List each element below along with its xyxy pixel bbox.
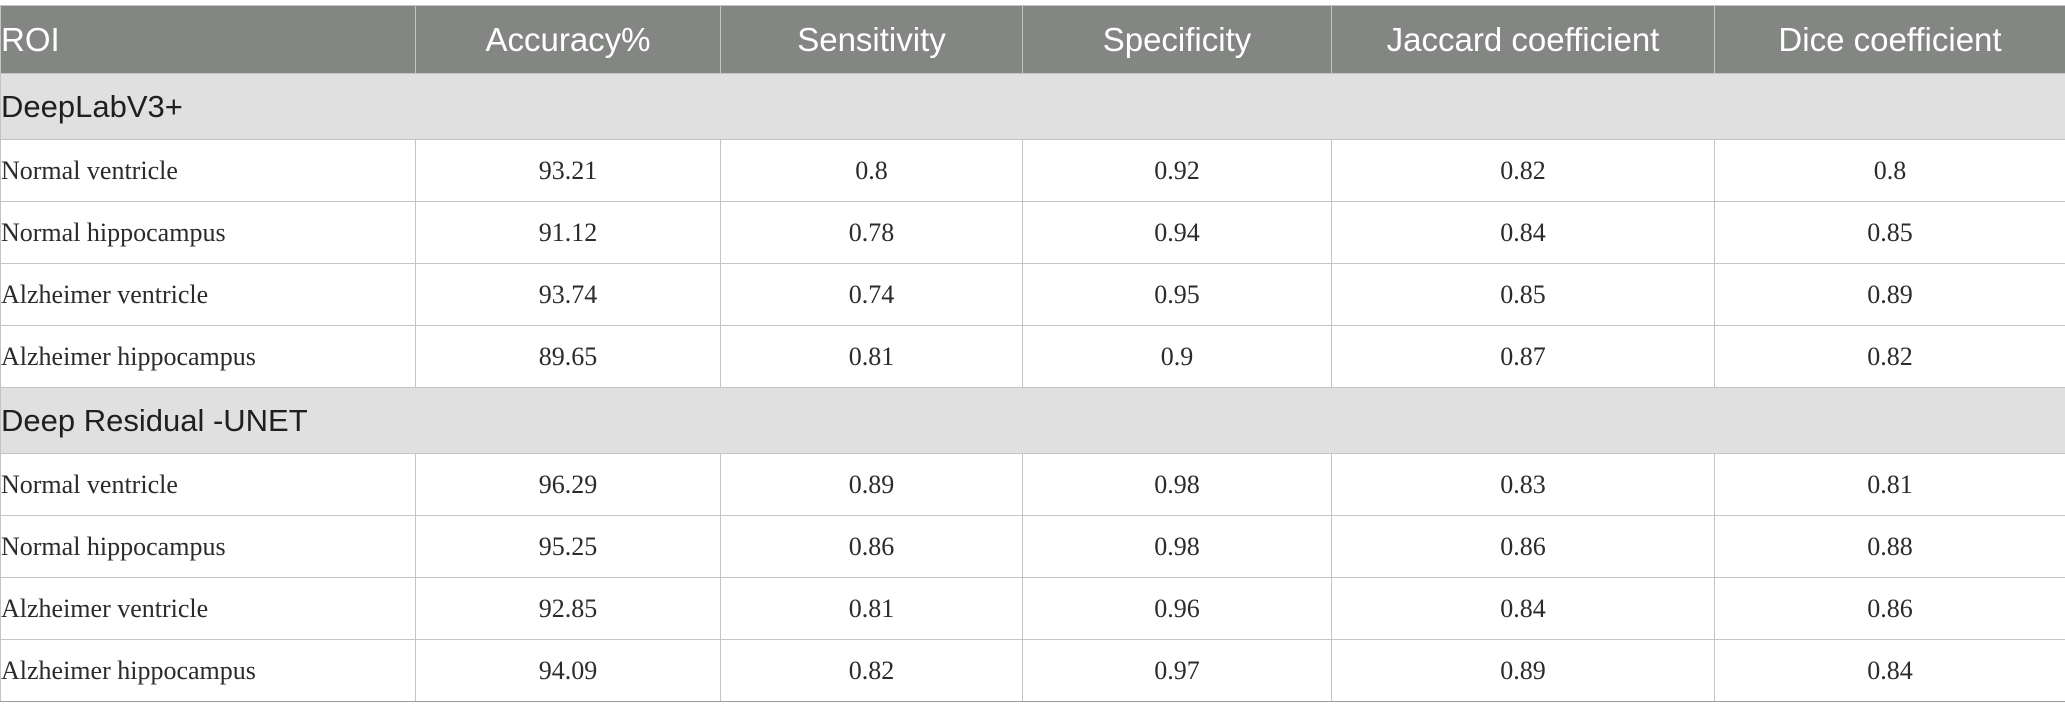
cell-specificity: 0.94 <box>1022 201 1332 264</box>
cell-dice: 0.85 <box>1714 201 2065 264</box>
cell-jaccard: 0.82 <box>1331 139 1715 202</box>
cell-specificity: 0.92 <box>1022 139 1332 202</box>
column-header-specificity: Specificity <box>1022 5 1332 74</box>
cell-jaccard: 0.89 <box>1331 639 1715 702</box>
cell-jaccard: 0.83 <box>1331 453 1715 516</box>
table-row: Normal ventricle 96.29 0.89 0.98 0.83 0.81 <box>0 453 2065 516</box>
group-header-row: Deep Residual -UNET <box>0 387 2065 454</box>
cell-sensitivity: 0.78 <box>720 201 1023 264</box>
group-header-row: DeepLabV3+ <box>0 73 2065 140</box>
cell-roi: Alzheimer hippocampus <box>0 325 416 388</box>
cell-jaccard: 0.84 <box>1331 201 1715 264</box>
cell-roi: Alzheimer hippocampus <box>0 639 416 702</box>
table-row: Alzheimer hippocampus 94.09 0.82 0.97 0.89 0.… <box>0 639 2065 702</box>
cell-accuracy: 91.12 <box>415 201 721 264</box>
cell-dice: 0.82 <box>1714 325 2065 388</box>
cell-jaccard: 0.87 <box>1331 325 1715 388</box>
column-header-dice: Dice coefficient <box>1714 5 2065 74</box>
cell-roi: Normal ventricle <box>0 453 416 516</box>
table-row: Alzheimer hippocampus 89.65 0.81 0.9 0.87 0.8… <box>0 325 2065 388</box>
cell-sensitivity: 0.81 <box>720 325 1023 388</box>
cell-sensitivity: 0.81 <box>720 577 1023 640</box>
cell-specificity: 0.98 <box>1022 515 1332 578</box>
cell-specificity: 0.95 <box>1022 263 1332 326</box>
column-header-roi: ROI <box>0 5 416 74</box>
cell-accuracy: 96.29 <box>415 453 721 516</box>
cell-dice: 0.86 <box>1714 577 2065 640</box>
cell-dice: 0.81 <box>1714 453 2065 516</box>
cell-specificity: 0.96 <box>1022 577 1332 640</box>
cell-specificity: 0.97 <box>1022 639 1332 702</box>
table-header-row: ROI Accuracy% Sensitivity Specificity Ja… <box>0 5 2065 74</box>
column-header-sensitivity: Sensitivity <box>720 5 1023 74</box>
cell-roi: Alzheimer ventricle <box>0 577 416 640</box>
cell-accuracy: 89.65 <box>415 325 721 388</box>
cell-specificity: 0.98 <box>1022 453 1332 516</box>
table-row: Normal hippocampus 91.12 0.78 0.94 0.84 0.85 <box>0 201 2065 264</box>
cell-roi: Normal hippocampus <box>0 201 416 264</box>
table-row: Alzheimer ventricle 92.85 0.81 0.96 0.84 0.86 <box>0 577 2065 640</box>
results-table: ROI Accuracy% Sensitivity Specificity Ja… <box>0 5 2065 702</box>
cell-accuracy: 93.21 <box>415 139 721 202</box>
cell-roi: Alzheimer ventricle <box>0 263 416 326</box>
column-header-jaccard: Jaccard coefficient <box>1331 5 1715 74</box>
group-title: Deep Residual -UNET <box>0 387 2065 454</box>
cell-roi: Normal hippocampus <box>0 515 416 578</box>
cell-dice: 0.88 <box>1714 515 2065 578</box>
cell-accuracy: 95.25 <box>415 515 721 578</box>
cell-sensitivity: 0.86 <box>720 515 1023 578</box>
table-body: DeepLabV3+ Normal ventricle 93.21 0.8 0.92 0.… <box>0 73 2065 702</box>
cell-sensitivity: 0.82 <box>720 639 1023 702</box>
cell-roi: Normal ventricle <box>0 139 416 202</box>
cell-jaccard: 0.84 <box>1331 577 1715 640</box>
cell-sensitivity: 0.74 <box>720 263 1023 326</box>
table-row: Normal hippocampus 95.25 0.86 0.98 0.86 0.88 <box>0 515 2065 578</box>
cell-sensitivity: 0.89 <box>720 453 1023 516</box>
table-row: Normal ventricle 93.21 0.8 0.92 0.82 0.8 <box>0 139 2065 202</box>
table-row: Alzheimer ventricle 93.74 0.74 0.95 0.85 0.89 <box>0 263 2065 326</box>
cell-dice: 0.89 <box>1714 263 2065 326</box>
cell-dice: 0.84 <box>1714 639 2065 702</box>
cell-sensitivity: 0.8 <box>720 139 1023 202</box>
cell-accuracy: 92.85 <box>415 577 721 640</box>
cell-specificity: 0.9 <box>1022 325 1332 388</box>
cell-accuracy: 93.74 <box>415 263 721 326</box>
group-title: DeepLabV3+ <box>0 73 2065 140</box>
cell-jaccard: 0.85 <box>1331 263 1715 326</box>
cell-dice: 0.8 <box>1714 139 2065 202</box>
column-header-accuracy: Accuracy% <box>415 5 721 74</box>
cell-jaccard: 0.86 <box>1331 515 1715 578</box>
cell-accuracy: 94.09 <box>415 639 721 702</box>
